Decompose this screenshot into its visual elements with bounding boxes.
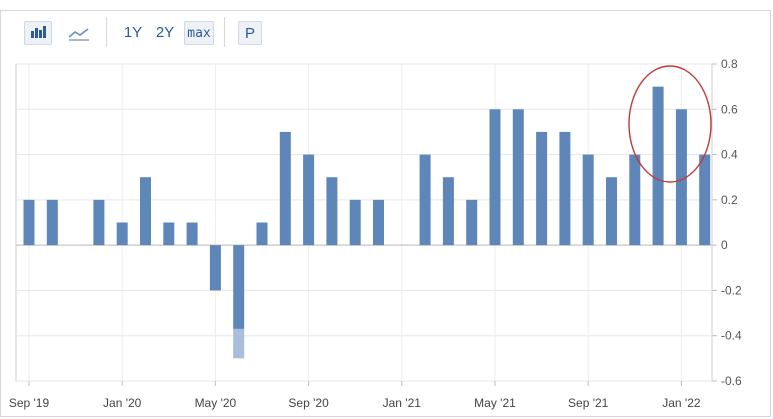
bar xyxy=(279,131,291,246)
range-1y-button[interactable]: 1Y xyxy=(123,24,143,41)
y-tick-label: 0.6 xyxy=(721,102,738,116)
x-tick-label: May '21 xyxy=(474,396,516,410)
x-tick-label: Sep '21 xyxy=(568,396,609,410)
print-button[interactable]: P xyxy=(238,21,262,45)
bar xyxy=(256,222,268,246)
bar xyxy=(233,245,245,329)
x-tick-label: Sep '20 xyxy=(288,396,329,410)
y-tick-label: 0.4 xyxy=(721,148,738,162)
y-axis: 0.8 0.6 0.4 0.2 0 -0.2 -0.4 -0.6 xyxy=(712,57,742,388)
bar xyxy=(559,131,571,246)
bar xyxy=(582,154,594,246)
bar-extension xyxy=(233,328,245,359)
bar xyxy=(373,199,384,246)
x-tick-label: Jan '20 xyxy=(103,396,142,410)
x-tick-label: May '20 xyxy=(195,396,237,410)
bar xyxy=(326,177,338,246)
bar xyxy=(442,177,454,246)
bar xyxy=(209,245,221,291)
bar xyxy=(303,154,315,246)
chart-grid xyxy=(15,63,713,382)
x-tick-label: Sep '19 xyxy=(9,396,50,410)
highlight-circle xyxy=(628,65,712,183)
y-tick-label: 0.8 xyxy=(721,57,738,71)
bar xyxy=(606,177,617,246)
y-tick-label: 0 xyxy=(721,238,728,252)
bar xyxy=(349,199,361,246)
bar xyxy=(536,131,548,246)
chart-frame xyxy=(0,10,771,417)
bar xyxy=(163,222,175,246)
bar xyxy=(186,222,198,246)
bar xyxy=(629,154,641,246)
x-tick-label: Jan '21 xyxy=(383,396,422,410)
bar xyxy=(46,199,58,246)
bar xyxy=(140,177,151,246)
x-axis: Sep '19 Jan '20 May '20 Sep '20 Jan '21 May '… xyxy=(9,381,701,410)
bar-chart-icon[interactable] xyxy=(24,21,52,45)
x-tick-label: Jan '22 xyxy=(662,396,701,410)
bar xyxy=(466,199,478,246)
range-2y-button[interactable]: 2Y xyxy=(155,24,175,41)
chart-toolbar: 1Y 2Y max P xyxy=(0,11,771,51)
bar xyxy=(512,109,524,246)
chart-annotation xyxy=(628,65,712,183)
toolbar-separator xyxy=(224,17,225,47)
line-chart-icon[interactable] xyxy=(66,21,92,45)
y-tick-label: -0.2 xyxy=(721,283,742,297)
bar xyxy=(675,109,687,246)
y-tick-label: -0.6 xyxy=(721,374,742,388)
bar xyxy=(652,86,664,246)
bar xyxy=(23,199,35,246)
bar xyxy=(116,222,128,246)
bar xyxy=(699,154,711,246)
y-tick-label: 0.2 xyxy=(721,193,738,207)
bar xyxy=(489,109,501,246)
bar xyxy=(93,199,105,246)
chart-bars xyxy=(23,86,711,359)
range-max-button[interactable]: max xyxy=(184,21,214,45)
toolbar-separator xyxy=(106,17,107,47)
y-tick-label: -0.4 xyxy=(721,329,742,343)
bar xyxy=(419,154,431,246)
